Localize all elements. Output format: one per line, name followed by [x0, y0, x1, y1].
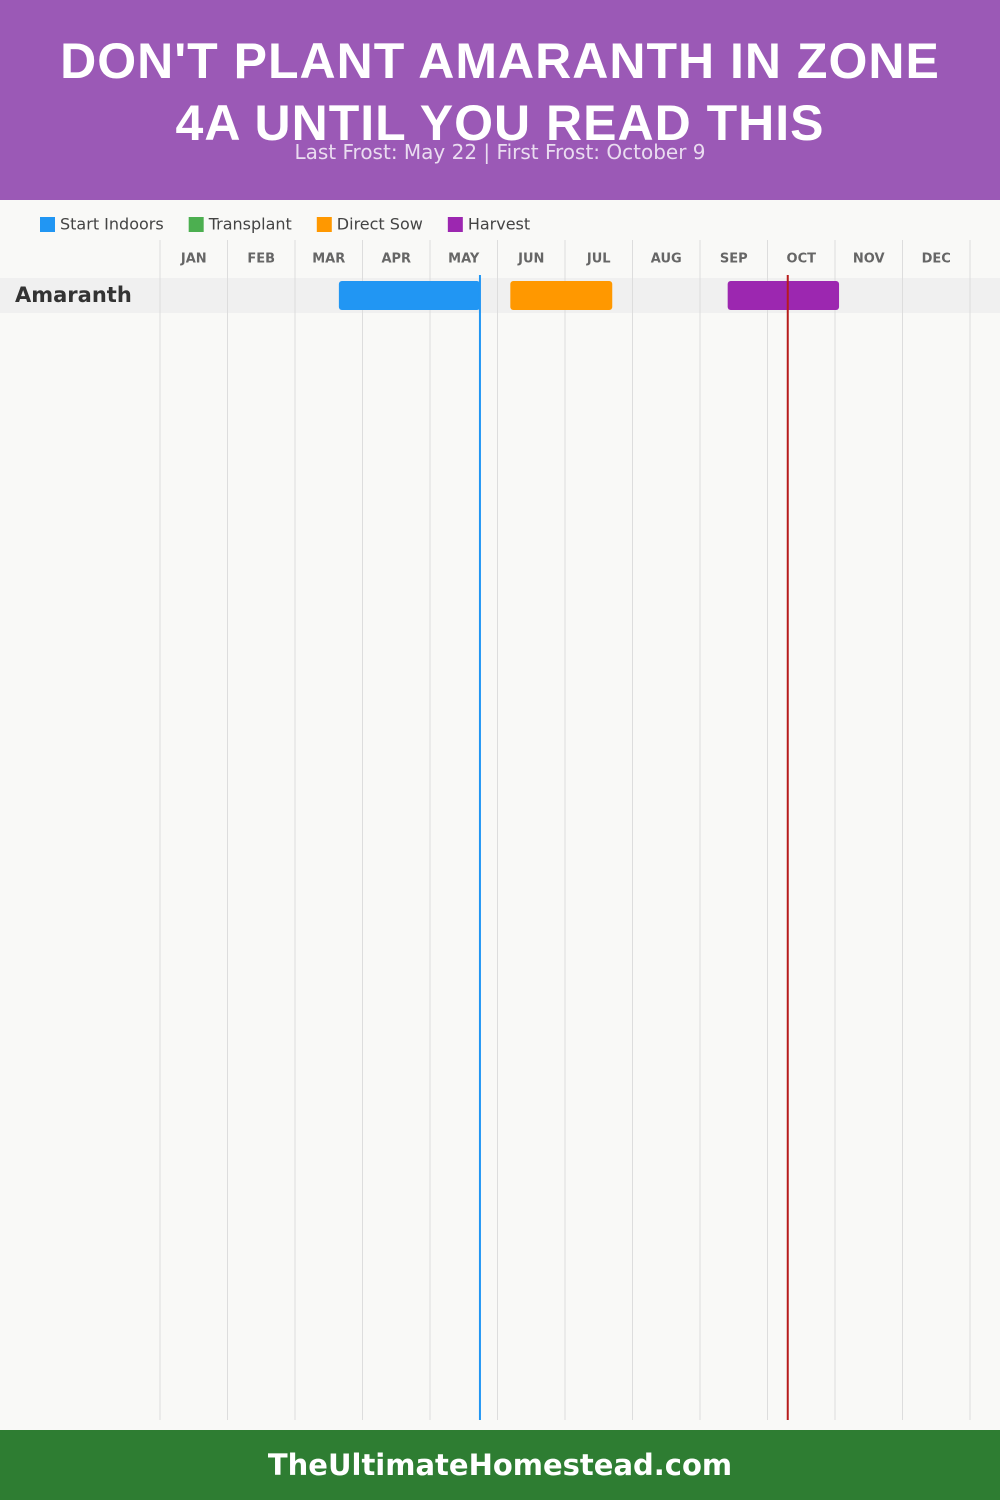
- x-tick-label: AUG: [651, 252, 682, 267]
- legend-swatch: [188, 217, 204, 232]
- legend-label: Harvest: [468, 215, 530, 234]
- footer: TheUltimateHomestead.com: [0, 1430, 1000, 1500]
- legend-swatch: [316, 217, 332, 232]
- row-label: Amaranth: [15, 283, 132, 307]
- x-tick-label: JUL: [586, 252, 611, 267]
- chart-subtitle: Last Frost: May 22 | First Frost: Octobe…: [294, 140, 706, 164]
- chart-title: DON'T PLANT AMARANTH IN ZONE 4A UNTIL YO…: [60, 33, 940, 151]
- chart: Amaranth JAN FEB MAR APR MAY JUN JUL AUG SEP OCT NO…: [0, 215, 1000, 1420]
- x-tick-label: APR: [381, 252, 411, 267]
- legend-label: Start Indoors: [60, 215, 164, 234]
- bar: [338, 281, 480, 310]
- legend-swatch: [40, 217, 55, 232]
- x-tick-label: FEB: [247, 252, 275, 267]
- legend-label: Transplant: [208, 215, 292, 234]
- x-tick-label: SEP: [720, 252, 748, 267]
- x-tick-label: NOV: [853, 252, 885, 267]
- x-tick-label: DEC: [922, 252, 951, 267]
- bar: [727, 281, 840, 310]
- x-tick-label: JAN: [180, 252, 207, 267]
- legend-swatch: [447, 217, 463, 232]
- x-tick-label: JUN: [517, 252, 544, 267]
- x-tick-label: OCT: [787, 252, 817, 267]
- header: DON'T PLANT AMARANTH IN ZONE 4A UNTIL YO…: [0, 0, 1000, 200]
- legend-label: Direct Sow: [337, 215, 423, 234]
- x-tick-label: MAR: [312, 252, 345, 267]
- x-tick-label: MAY: [448, 252, 480, 267]
- bar: [510, 281, 613, 310]
- row-band: [0, 278, 1000, 313]
